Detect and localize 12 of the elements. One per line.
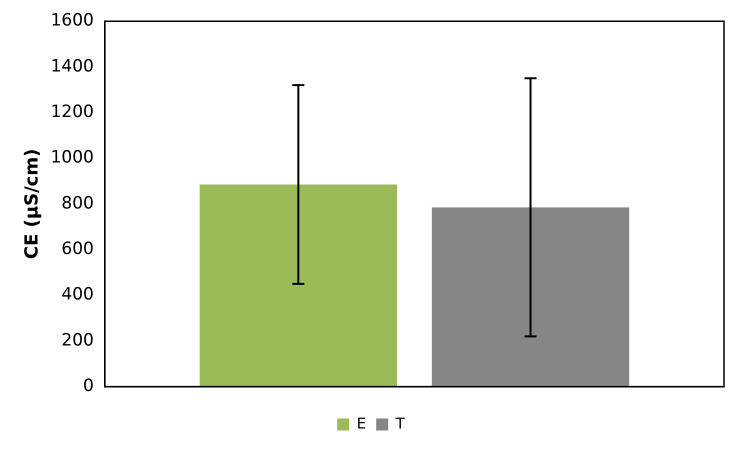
y-tick-label: 800 [61, 193, 94, 214]
y-tick-label: 1600 [50, 10, 94, 31]
y-tick-label: 1200 [50, 102, 94, 122]
y-tick-label: 1000 [50, 148, 94, 168]
legend-label: T [394, 414, 406, 432]
y-tick-label: 0 [83, 376, 94, 396]
y-tick-label: 400 [61, 284, 94, 305]
y-axis-title: CE (µS/cm) [21, 148, 42, 260]
y-tick-label: 200 [61, 330, 94, 350]
legend-label: E [356, 414, 366, 432]
y-tick-label: 1400 [50, 56, 94, 76]
y-tick-label: 600 [61, 238, 94, 259]
